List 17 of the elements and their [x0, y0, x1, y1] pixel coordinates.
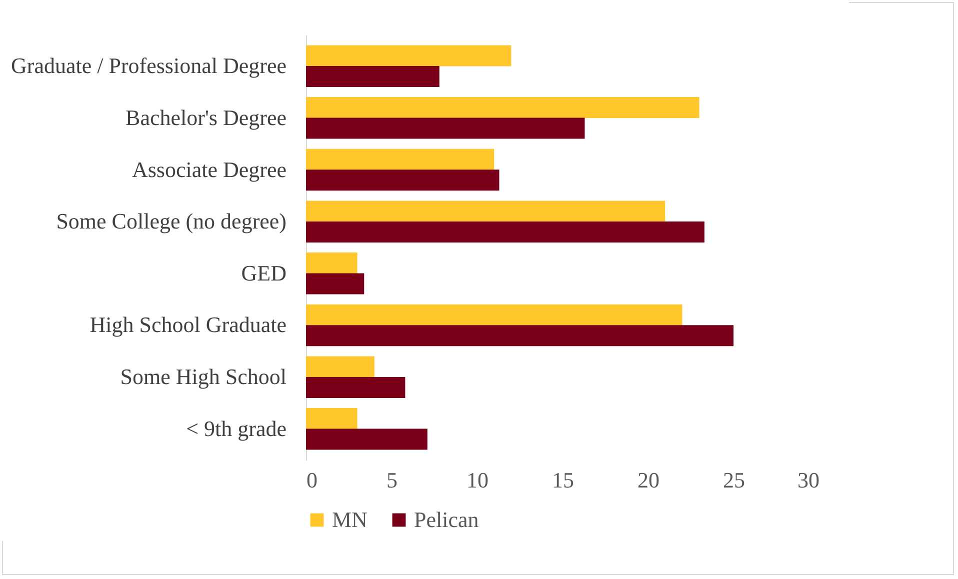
y-tick-label: Some College (no degree) [56, 208, 286, 234]
x-tick-label: 25 [723, 468, 745, 492]
x-tick-label: 0 [306, 468, 318, 492]
legend-label: Pelican [414, 507, 479, 532]
y-tick-label: Some High School [120, 364, 286, 390]
x-tick-label: 5 [386, 468, 398, 492]
legend-label: MN [332, 507, 368, 532]
y-tick-label: Associate Degree [132, 156, 286, 182]
y-tick-label: GED [241, 260, 286, 286]
x-tick-label: 20 [638, 468, 660, 492]
x-tick-label: 15 [552, 468, 574, 492]
x-tick-label: 30 [798, 468, 820, 492]
y-tick-label: < 9th grade [186, 416, 286, 441]
y-tick-label: Bachelor's Degree [126, 104, 286, 130]
y-tick-label: High School Graduate [90, 312, 286, 338]
y-tick-label: Graduate / Professional Degree [10, 53, 286, 78]
x-tick-label: 10 [466, 468, 488, 492]
